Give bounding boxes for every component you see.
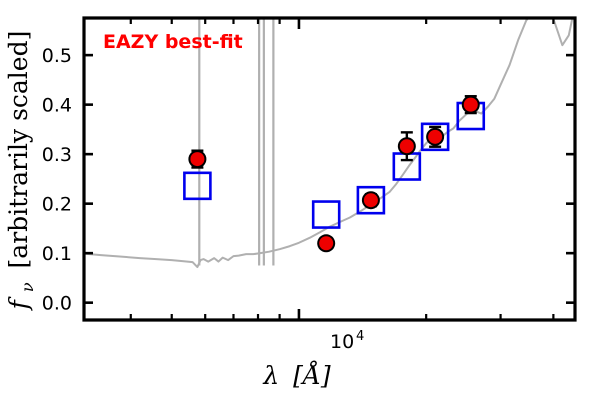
x-axis-ticks xyxy=(129,18,555,320)
y-axis-tick-labels: 0.0 0.1 0.2 0.3 0.4 0.5 xyxy=(42,45,72,315)
observed-point-marker xyxy=(463,97,478,112)
model-photometry-square xyxy=(311,200,341,229)
x-axis-title: λ [Å] xyxy=(262,360,331,390)
observed-photometry-point xyxy=(461,95,480,115)
eazy-best-fit-annotation: EAZY best-fit xyxy=(103,31,243,53)
model-photometry-square xyxy=(183,171,212,201)
y-axis-title-f: f xyxy=(4,296,33,311)
x-axis-title-lambda: λ xyxy=(262,361,279,390)
model-photometry-square xyxy=(420,122,450,152)
x-axis-title-unit: [Å] xyxy=(293,360,331,390)
y-tick-label: 0.1 xyxy=(42,243,72,265)
x-tick-label-mantissa: 10 xyxy=(330,331,354,353)
y-tick-label: 0.2 xyxy=(42,194,72,216)
model-photometry-markers xyxy=(183,101,486,229)
observed-photometry-markers xyxy=(188,95,480,253)
observed-point-marker xyxy=(428,129,443,144)
model-spectrum-group xyxy=(84,18,574,269)
y-tick-label: 0.0 xyxy=(42,293,72,315)
model-photometry-square xyxy=(356,185,386,215)
axis-frame xyxy=(82,16,577,322)
y-tick-label: 0.3 xyxy=(42,144,72,166)
filter-spike-lines xyxy=(198,18,275,266)
y-tick-label: 0.5 xyxy=(42,45,72,67)
observed-photometry-point xyxy=(361,191,380,210)
observed-point-marker xyxy=(363,193,378,208)
x-axis-tick-label-1e4: 10 4 xyxy=(330,329,364,353)
observed-photometry-point xyxy=(426,125,445,148)
y-axis-ticks xyxy=(84,53,575,304)
y-tick-label: 0.4 xyxy=(42,95,72,117)
y-axis-title-unit: [arbitrarily scaled] xyxy=(4,31,33,269)
observed-point-marker xyxy=(319,236,334,251)
observed-photometry-point xyxy=(188,149,207,169)
observed-photometry-point xyxy=(397,131,416,162)
observed-point-marker xyxy=(190,152,205,167)
model-spectrum-line xyxy=(84,18,574,269)
x-axis-title-text: λ [Å] xyxy=(262,360,331,390)
observed-photometry-point xyxy=(317,234,336,253)
y-axis-title: f ν [arbitrarily scaled] xyxy=(4,31,39,312)
y-axis-title-text: f ν [arbitrarily scaled] xyxy=(4,31,39,312)
observed-point-marker xyxy=(399,139,414,154)
y-axis-title-subscript: ν xyxy=(18,282,37,292)
x-tick-label-exponent: 4 xyxy=(356,329,364,344)
